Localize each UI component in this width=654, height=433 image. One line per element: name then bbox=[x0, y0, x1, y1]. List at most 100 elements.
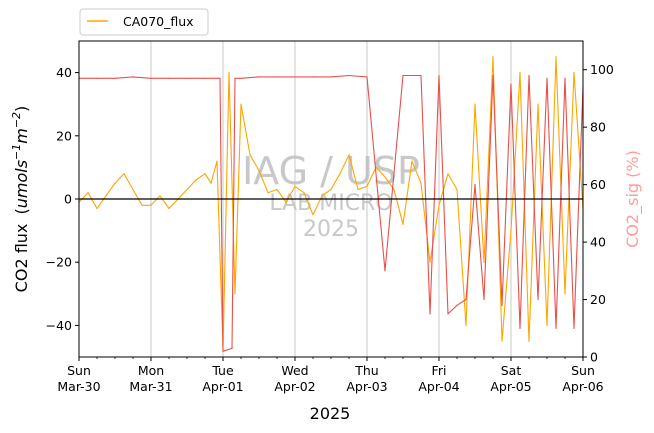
x-tick-label-day: Mon bbox=[138, 363, 164, 378]
plot-area bbox=[78, 56, 584, 352]
data-point bbox=[222, 350, 224, 352]
data-point bbox=[276, 76, 278, 78]
data-point bbox=[537, 298, 539, 301]
x-tick-label-day: Thu bbox=[354, 363, 378, 378]
x-tick-label-date: Apr-01 bbox=[202, 379, 243, 394]
data-point bbox=[231, 347, 233, 349]
data-point bbox=[456, 304, 458, 306]
data-point bbox=[168, 207, 170, 210]
y-axis: −40 −20 0 20 40 bbox=[46, 65, 79, 333]
data-point bbox=[546, 77, 548, 79]
data-point bbox=[132, 76, 134, 78]
data-point bbox=[150, 204, 152, 206]
data-point bbox=[186, 188, 188, 191]
data-point bbox=[210, 182, 212, 184]
data-point bbox=[564, 77, 566, 79]
data-point bbox=[249, 154, 251, 156]
x-tick-label: Sun Mar-30 bbox=[57, 363, 100, 394]
data-point bbox=[240, 103, 242, 105]
data-point bbox=[402, 223, 404, 225]
data-point bbox=[258, 76, 260, 78]
y2-tick-label: 100 bbox=[590, 62, 614, 77]
data-point bbox=[339, 173, 341, 175]
y2-tick-label: 0 bbox=[590, 350, 598, 365]
y-axis-label-name: CO2 flux bbox=[12, 224, 31, 293]
data-point bbox=[438, 74, 440, 77]
data-point bbox=[393, 188, 395, 191]
y2-tick-label: 20 bbox=[590, 292, 606, 307]
data-point bbox=[312, 214, 314, 216]
data-point bbox=[204, 77, 206, 79]
data-point bbox=[330, 76, 332, 78]
x-tick-label-day: Sun bbox=[571, 363, 595, 378]
data-point bbox=[474, 184, 476, 186]
data-point bbox=[348, 154, 350, 156]
y-tick-label: 0 bbox=[64, 192, 72, 207]
watermark-line-2: LAB MICRO bbox=[269, 191, 392, 216]
x-tick-label: Sat Apr-05 bbox=[490, 363, 531, 394]
data-point bbox=[429, 313, 431, 315]
data-point bbox=[501, 304, 503, 306]
data-point bbox=[573, 72, 575, 74]
data-point bbox=[573, 327, 575, 329]
x-tick-label-day: Sat bbox=[501, 363, 522, 378]
x-tick-label-day: Sun bbox=[67, 363, 91, 378]
data-point bbox=[168, 77, 170, 79]
data-point bbox=[492, 74, 494, 77]
x-tick-label-day: Fri bbox=[432, 363, 447, 378]
data-point bbox=[114, 182, 116, 184]
data-point bbox=[204, 173, 206, 175]
data-point bbox=[87, 192, 89, 194]
data-point bbox=[132, 188, 134, 191]
data-point bbox=[384, 270, 386, 272]
y-axis-label-unit-2: m bbox=[12, 128, 31, 144]
data-point bbox=[420, 74, 422, 77]
data-point bbox=[105, 195, 107, 197]
x-tick-label-date: Apr-02 bbox=[274, 379, 315, 394]
data-point bbox=[402, 74, 404, 77]
data-point bbox=[321, 195, 323, 197]
y-tick-label: −40 bbox=[46, 318, 72, 333]
data-point bbox=[294, 185, 296, 187]
y-axis-label-unit-exp-1: −1 bbox=[10, 144, 23, 160]
x-tick-label-date: Apr-06 bbox=[562, 379, 603, 394]
data-point bbox=[267, 192, 269, 194]
data-point bbox=[474, 103, 476, 105]
data-point bbox=[519, 72, 521, 74]
watermark-line-1: IAG / USP bbox=[242, 149, 420, 193]
data-point bbox=[294, 76, 296, 78]
y-axis-label-unit-exp-2: −2 bbox=[10, 112, 23, 128]
x-tick-label: Fri Apr-04 bbox=[418, 363, 459, 394]
series-co2-sig bbox=[78, 74, 584, 352]
data-point bbox=[96, 77, 98, 79]
data-point bbox=[447, 173, 449, 175]
x-tick-label-date: Apr-04 bbox=[418, 379, 459, 394]
data-point bbox=[555, 327, 557, 329]
data-point bbox=[366, 76, 368, 78]
data-point bbox=[159, 195, 161, 197]
x-tick-label: Mon Mar-31 bbox=[129, 363, 172, 394]
y2-tick-label: 40 bbox=[590, 235, 606, 250]
y2-tick-label: 60 bbox=[590, 177, 606, 192]
watermark: IAG / USP LAB MICRO 2025 bbox=[242, 149, 420, 242]
data-point bbox=[510, 83, 512, 85]
data-point bbox=[456, 188, 458, 191]
data-point bbox=[555, 56, 557, 58]
data-point bbox=[483, 298, 485, 301]
data-point bbox=[447, 313, 449, 315]
x-tick-label-date: Apr-03 bbox=[346, 379, 387, 394]
x-tick-label-day: Tue bbox=[211, 363, 234, 378]
x-tick-label-date: Apr-05 bbox=[490, 379, 531, 394]
data-point bbox=[285, 201, 287, 203]
data-point bbox=[429, 261, 431, 263]
data-point bbox=[492, 56, 494, 58]
data-point bbox=[519, 327, 521, 329]
data-point bbox=[528, 340, 530, 342]
legend-label-ca070-flux: CA070_flux bbox=[123, 14, 194, 29]
data-point bbox=[537, 103, 539, 105]
data-point bbox=[219, 77, 221, 79]
y2-axis: 0 20 40 60 80 100 bbox=[583, 62, 614, 365]
data-point bbox=[114, 77, 116, 79]
y-axis-label: CO2 flux (umols−1m−2) bbox=[10, 106, 31, 293]
y-tick-label: −20 bbox=[46, 255, 72, 270]
